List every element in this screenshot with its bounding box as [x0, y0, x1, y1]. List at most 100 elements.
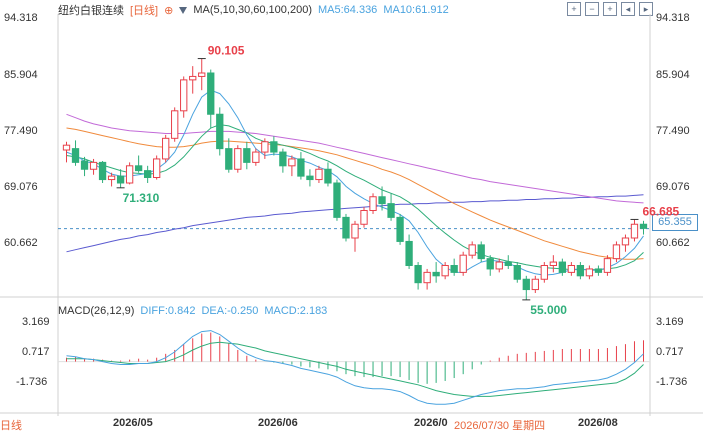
candle-body	[297, 158, 305, 177]
candle-body	[243, 148, 251, 163]
candle-body	[270, 141, 278, 153]
candle-body	[189, 75, 197, 81]
extreme-label: 55.000	[530, 303, 567, 317]
y-left-label: 94.318	[4, 12, 38, 24]
candle-body	[450, 265, 458, 273]
candle-body	[486, 258, 494, 270]
y-right-label: 69.076	[656, 181, 690, 193]
macd-y-label: 3.169	[22, 316, 50, 328]
scroll-right-icon[interactable]: ▸	[639, 2, 653, 16]
candle-body	[441, 265, 449, 277]
extreme-label: 66.685	[642, 204, 679, 218]
crosshair-icon[interactable]: +	[567, 2, 581, 16]
ma200-line	[66, 194, 644, 253]
candle-body	[62, 144, 71, 151]
candle-body	[396, 216, 404, 242]
crosshair-date: 2026/07/30 星期四	[454, 420, 546, 432]
candle-body	[630, 223, 639, 239]
candle-body	[153, 158, 161, 178]
x-label: 2026/05	[113, 417, 153, 429]
candle-body	[468, 244, 476, 256]
candle-body	[594, 268, 603, 273]
candle-body	[504, 261, 512, 266]
macd-y-label-right: 3.169	[656, 316, 684, 328]
candle-body	[333, 182, 341, 218]
zoom-in-icon[interactable]: +	[603, 2, 617, 16]
candle-body	[71, 148, 80, 163]
candle-body	[351, 223, 359, 239]
candle-body	[513, 265, 521, 280]
candle-body	[576, 265, 585, 277]
candle-body	[252, 151, 260, 163]
candle-body	[324, 168, 332, 184]
ma10-value: MA10:61.912	[383, 4, 449, 16]
candle-body	[603, 258, 612, 273]
candle-body	[540, 265, 548, 280]
candle-body	[612, 244, 621, 260]
candle-body	[116, 175, 125, 184]
candle-body	[639, 223, 648, 229]
macd-y-label: 0.717	[22, 346, 50, 358]
macd-y-label-right: 0.717	[656, 346, 684, 358]
period-tag-bottom[interactable]: 日线	[0, 420, 22, 432]
y-right-label: 94.318	[656, 12, 690, 24]
candle-body	[225, 148, 233, 170]
ma5-value: MA5:64.336	[317, 4, 378, 16]
y-left-label: 60.662	[4, 237, 38, 249]
compare-icon[interactable]: ⊕	[164, 4, 174, 17]
chart-toolbar: + − + ◂ ▸	[567, 2, 653, 16]
candle-body	[134, 165, 143, 172]
x-label: 2026/08	[578, 417, 618, 429]
candle-body	[567, 265, 576, 273]
candle-body	[432, 271, 440, 277]
chart-header: 纽约白银连续 [日线] ⊕ MA(5,10,30,60,100,200) MA5…	[58, 2, 449, 18]
macd-dea: DEA:-0.250	[201, 305, 259, 317]
candle-body	[522, 278, 530, 291]
macd-y-label-right: -1.736	[656, 376, 688, 388]
candle-body	[180, 79, 188, 112]
candle-body	[288, 158, 296, 167]
candle-body	[216, 113, 224, 150]
period-badge[interactable]: [日线]	[130, 5, 159, 17]
y-left-label: 69.076	[4, 181, 38, 193]
candle-body	[495, 261, 503, 270]
candle-body	[369, 196, 377, 211]
candle-body	[549, 261, 557, 266]
candle-body	[387, 203, 395, 218]
x-label: 2026/0	[414, 417, 448, 429]
ma60-line	[66, 113, 644, 204]
candle-body	[162, 137, 170, 160]
candle-body	[315, 168, 323, 181]
candle-body	[621, 237, 630, 246]
candle-body	[125, 165, 134, 184]
current-price-tag: 65.355	[652, 214, 698, 231]
x-label: 2026/06	[258, 417, 298, 429]
macd-label: MACD(26,12,9)	[58, 305, 135, 317]
candle-body	[98, 161, 107, 181]
candle-body	[360, 210, 368, 225]
candle-body	[414, 265, 422, 284]
candle-body	[80, 160, 89, 170]
candle-body	[306, 175, 314, 181]
ma-dropdown-icon[interactable]	[179, 6, 188, 14]
instrument-name: 纽约白银连续	[58, 5, 124, 17]
candle-body	[477, 244, 485, 260]
candle-body	[378, 196, 386, 205]
dea-line	[66, 341, 644, 397]
candle-body	[143, 170, 152, 178]
y-left-label: 77.490	[4, 125, 38, 137]
scroll-left-icon[interactable]: ◂	[621, 2, 635, 16]
candle-body	[585, 268, 594, 277]
candle-body	[531, 278, 539, 291]
candle-body	[342, 216, 350, 239]
macd-y-label: -1.736	[16, 376, 48, 388]
candle-body	[89, 161, 98, 170]
candle-body	[234, 148, 242, 170]
candle-body	[558, 261, 567, 273]
extreme-label: 90.105	[208, 44, 245, 58]
ma-label: MA(5,10,30,60,100,200)	[193, 4, 312, 16]
candle-body	[459, 254, 467, 273]
zoom-out-icon[interactable]: −	[585, 2, 599, 16]
candle-body	[423, 271, 431, 284]
